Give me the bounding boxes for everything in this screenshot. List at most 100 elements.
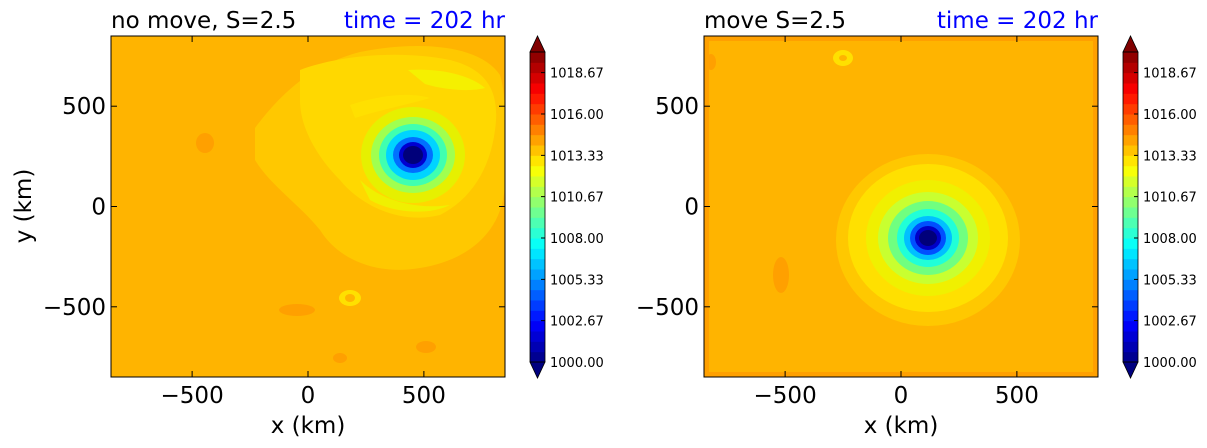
- left-colorbar-segment: [530, 186, 545, 198]
- left-colorbar-segment: [530, 93, 545, 105]
- right-colorbar-tick-label: 1018.67: [1143, 67, 1197, 82]
- right-colorbar-segment: [1123, 196, 1138, 208]
- left-xlabel: x (km): [271, 413, 346, 439]
- left-colorbar-segment: [530, 207, 545, 218]
- right-xtick-label: 0: [894, 383, 909, 409]
- left-colorbar-segment: [530, 52, 545, 63]
- left-colorbar-segment: [530, 165, 545, 177]
- left-spiral-arm-3: [360, 180, 450, 212]
- right-colorbar-segment: [1123, 300, 1138, 311]
- left-colorbar-segment: [530, 134, 545, 146]
- right-time-label: time = 202 hr: [937, 8, 1099, 34]
- left-colorbar-segment: [530, 145, 545, 156]
- left-colorbar-extend-min: [529, 361, 546, 379]
- left-colorbar-segment: [530, 289, 545, 301]
- left-colorbar-segment: [530, 83, 545, 94]
- right-colorbar-segment: [1123, 134, 1138, 146]
- right-colorbar-segment: [1123, 217, 1138, 229]
- right-eddy-center: [839, 55, 847, 61]
- left-spiral-arm-1: [408, 69, 485, 91]
- right-colorbar-segment: [1123, 83, 1138, 94]
- right-colorbar-tick-label: 1008.00: [1143, 232, 1197, 247]
- right-xtick-label: −500: [754, 383, 817, 409]
- left-colorbar-segment: [530, 341, 545, 353]
- right-xlabel: x (km): [864, 413, 939, 439]
- left-title: no move, S=2.5: [111, 8, 296, 34]
- left-colorbar-segment: [530, 258, 545, 270]
- right-colorbar-tick-label: 1000.00: [1143, 356, 1197, 371]
- right-panel: move S=2.5 time = 202 hr −500 0 500 −500 0 50…: [636, 8, 1197, 439]
- left-colorbar-segment: [530, 196, 545, 208]
- right-vortex-core: [919, 230, 937, 246]
- left-colorbar-segment: [530, 124, 545, 136]
- right-colorbar-tick-label: 1002.67: [1143, 315, 1197, 330]
- right-colorbar-tick-label: 1005.33: [1143, 273, 1197, 288]
- left-colorbar-segment: [530, 114, 545, 125]
- right-heatmap-field: [704, 36, 1098, 377]
- left-colorbar-frame: [529, 51, 546, 363]
- right-ytick-label: 0: [684, 195, 699, 221]
- left-colorbar-tick-label: 1016.00: [550, 108, 604, 123]
- left-ylabel: y (km): [11, 169, 37, 244]
- right-colorbar-extend-min: [1122, 361, 1139, 379]
- left-patch-2: [279, 304, 315, 316]
- left-spiral-arm-2: [350, 94, 430, 118]
- left-colorbar-tick-label: 1018.67: [550, 67, 604, 82]
- left-ytick-label: −500: [43, 295, 106, 321]
- left-xtick-label: 500: [402, 383, 446, 409]
- left-xtick-label: −500: [161, 383, 224, 409]
- left-colorbar-segment: [530, 269, 545, 280]
- right-colorbar-segment: [1123, 289, 1138, 301]
- right-colorbar-tick-label: 1010.67: [1143, 191, 1197, 206]
- left-colorbar-segment: [530, 351, 545, 363]
- right-colorbar-segment: [1123, 248, 1138, 260]
- right-ytick-label: −500: [636, 295, 699, 321]
- left-colorbar-segment: [530, 227, 545, 239]
- right-colorbar-segment: [1123, 186, 1138, 198]
- left-colorbar-segment: [530, 331, 545, 342]
- left-patch-1: [196, 133, 214, 153]
- left-axes: −500 0 500 −500 0 500: [43, 36, 505, 409]
- right-colorbar-segment: [1123, 72, 1138, 84]
- right-colorbar-segment: [1123, 62, 1138, 74]
- left-panel: no move, S=2.5 time = 202 hr: [11, 8, 604, 439]
- left-colorbar: 1000.00 1002.67 1005.33 1008.00 1010.67 1013.…: [529, 35, 604, 379]
- left-heatmap-field: [111, 36, 505, 377]
- right-patch-2: [706, 54, 716, 70]
- left-colorbar-segment: [530, 217, 545, 229]
- right-colorbar-tick-label: 1013.33: [1143, 149, 1197, 164]
- left-vortex-core: [403, 146, 423, 164]
- left-colorbar-tick-label: 1013.33: [550, 149, 604, 164]
- right-colorbar-segment: [1123, 176, 1138, 187]
- right-colorbar-segment: [1123, 145, 1138, 156]
- left-colorbar-tick-label: 1005.33: [550, 273, 604, 288]
- right-colorbar-segment: [1123, 165, 1138, 177]
- right-colorbar-segment: [1123, 114, 1138, 125]
- right-colorbar: 1000.00 1002.67 1005.33 1008.00 1010.67 1013.…: [1122, 35, 1197, 379]
- right-colorbar-segment: [1123, 320, 1138, 332]
- right-colorbar-segment: [1123, 103, 1138, 115]
- left-colorbar-segment: [530, 62, 545, 74]
- right-colorbar-segment: [1123, 341, 1138, 353]
- right-colorbar-segment: [1123, 124, 1138, 136]
- right-colorbar-segment: [1123, 155, 1138, 167]
- right-colorbar-segment: [1123, 310, 1138, 322]
- left-patch-3: [416, 341, 436, 353]
- left-colorbar-segment: [530, 72, 545, 84]
- right-colorbar-tick-label: 1016.00: [1143, 108, 1197, 123]
- right-ytick-label: 500: [655, 94, 699, 120]
- left-colorbar-segment: [530, 279, 545, 291]
- left-colorbar-segment: [530, 103, 545, 115]
- left-time-label: time = 202 hr: [344, 8, 506, 34]
- left-colorbar-segment: [530, 300, 545, 311]
- left-colorbar-extend-max: [529, 35, 546, 53]
- right-colorbar-segment: [1123, 331, 1138, 342]
- right-colorbar-segment: [1123, 351, 1138, 363]
- left-colorbar-segment: [530, 248, 545, 260]
- right-colorbar-segment: [1123, 279, 1138, 291]
- right-colorbar-segment: [1123, 207, 1138, 218]
- right-colorbar-frame: [1122, 51, 1139, 363]
- left-colorbar-tick-label: 1000.00: [550, 356, 604, 371]
- left-colorbar-segment: [530, 176, 545, 187]
